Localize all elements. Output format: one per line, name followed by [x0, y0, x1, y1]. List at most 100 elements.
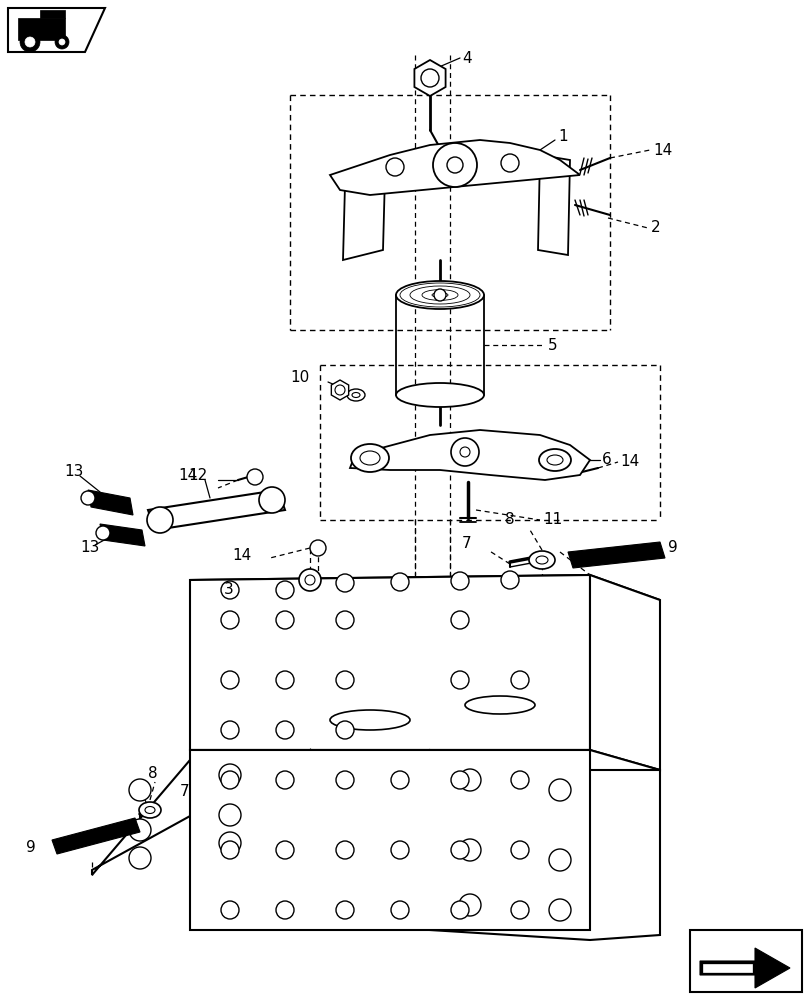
Text: 3: 3 [224, 582, 234, 597]
Text: 1: 1 [557, 129, 567, 144]
Circle shape [450, 611, 469, 629]
Circle shape [20, 32, 40, 52]
Ellipse shape [396, 281, 483, 309]
Text: 14: 14 [652, 143, 672, 158]
Text: 7: 7 [180, 784, 190, 799]
Text: 8: 8 [504, 512, 514, 528]
Circle shape [221, 901, 238, 919]
Ellipse shape [396, 383, 483, 407]
Circle shape [500, 571, 518, 589]
Polygon shape [329, 140, 579, 195]
Text: 13: 13 [64, 464, 84, 480]
Circle shape [276, 721, 294, 739]
Ellipse shape [350, 444, 388, 472]
Circle shape [450, 901, 469, 919]
Circle shape [336, 841, 354, 859]
Circle shape [336, 771, 354, 789]
Text: 2: 2 [650, 221, 660, 235]
Polygon shape [702, 964, 751, 972]
Circle shape [432, 143, 476, 187]
Circle shape [391, 771, 409, 789]
Polygon shape [8, 8, 105, 52]
Text: 6: 6 [601, 452, 611, 468]
Circle shape [219, 804, 241, 826]
Circle shape [221, 611, 238, 629]
Ellipse shape [359, 451, 380, 465]
Polygon shape [342, 175, 384, 260]
Circle shape [336, 721, 354, 739]
Polygon shape [568, 542, 664, 568]
Ellipse shape [139, 802, 161, 818]
Circle shape [450, 671, 469, 689]
Circle shape [147, 507, 173, 533]
Polygon shape [190, 575, 659, 605]
Polygon shape [190, 575, 590, 750]
Polygon shape [18, 18, 65, 40]
Circle shape [548, 899, 570, 921]
Text: 8: 8 [148, 766, 157, 781]
Circle shape [420, 69, 439, 87]
Circle shape [510, 671, 528, 689]
Ellipse shape [465, 696, 534, 714]
Ellipse shape [346, 389, 365, 401]
Text: 13: 13 [80, 540, 99, 556]
Circle shape [276, 581, 294, 599]
Circle shape [450, 771, 469, 789]
Circle shape [391, 841, 409, 859]
Polygon shape [350, 430, 590, 480]
Circle shape [446, 157, 462, 173]
Text: 14: 14 [232, 548, 251, 562]
Text: 11: 11 [543, 512, 561, 528]
Circle shape [458, 769, 480, 791]
Text: 7: 7 [461, 536, 471, 550]
Circle shape [450, 438, 478, 466]
Polygon shape [430, 750, 659, 940]
Circle shape [548, 779, 570, 801]
Polygon shape [40, 10, 65, 18]
Circle shape [460, 447, 470, 457]
Circle shape [391, 901, 409, 919]
Circle shape [500, 154, 518, 172]
Circle shape [336, 574, 354, 592]
Circle shape [336, 671, 354, 689]
Circle shape [259, 487, 285, 513]
Polygon shape [52, 818, 139, 854]
Circle shape [55, 35, 69, 49]
Circle shape [510, 841, 528, 859]
Polygon shape [699, 948, 789, 988]
Circle shape [129, 847, 151, 869]
Circle shape [221, 841, 238, 859]
Text: 14: 14 [620, 454, 638, 468]
Circle shape [276, 771, 294, 789]
Circle shape [276, 671, 294, 689]
Ellipse shape [329, 710, 410, 730]
Circle shape [433, 289, 445, 301]
Polygon shape [331, 380, 348, 400]
Circle shape [276, 841, 294, 859]
Text: 10: 10 [290, 370, 309, 385]
Circle shape [247, 469, 263, 485]
Ellipse shape [547, 455, 562, 465]
Circle shape [391, 573, 409, 591]
Circle shape [305, 575, 315, 585]
Polygon shape [100, 524, 145, 546]
Polygon shape [190, 750, 590, 930]
Text: 12: 12 [188, 468, 207, 484]
Circle shape [510, 771, 528, 789]
Text: 9: 9 [26, 840, 36, 855]
Circle shape [59, 39, 65, 45]
Circle shape [221, 721, 238, 739]
Ellipse shape [539, 449, 570, 471]
Circle shape [25, 37, 35, 47]
Circle shape [221, 671, 238, 689]
Text: 4: 4 [461, 51, 471, 66]
Polygon shape [148, 490, 285, 530]
Polygon shape [190, 750, 659, 770]
Polygon shape [590, 575, 659, 770]
Circle shape [276, 611, 294, 629]
Circle shape [96, 526, 109, 540]
Polygon shape [88, 490, 133, 515]
Circle shape [510, 901, 528, 919]
Circle shape [385, 158, 404, 176]
Circle shape [129, 819, 151, 841]
